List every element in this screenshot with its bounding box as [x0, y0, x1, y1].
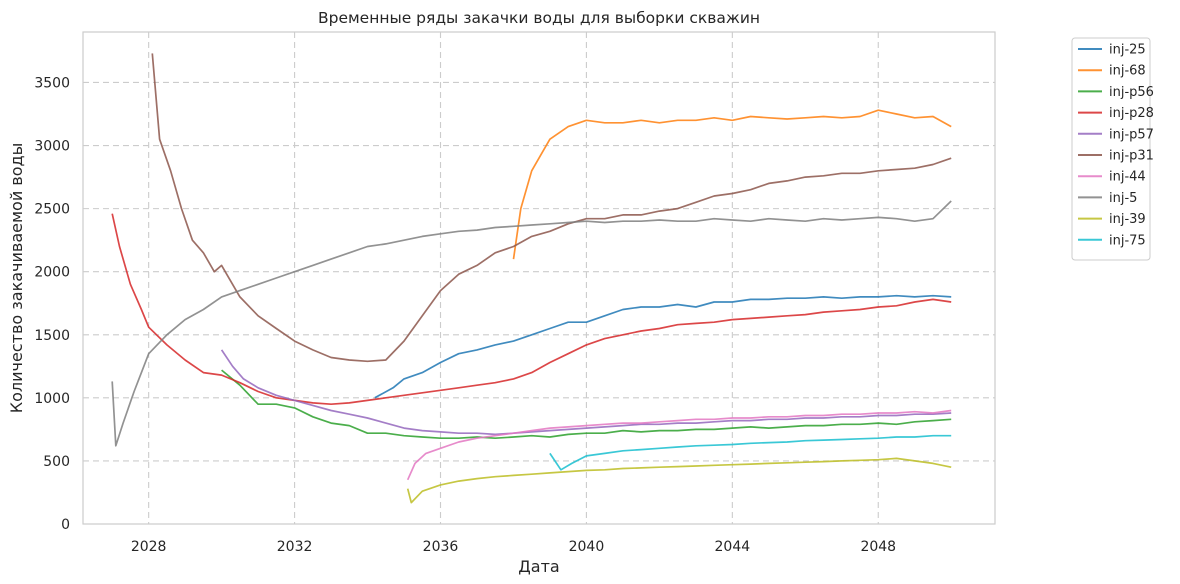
x-tick-label: 2036 [423, 539, 459, 555]
series-line-inj-75 [549, 434, 952, 471]
legend-label-inj-p31: inj-p31 [1109, 149, 1154, 164]
y-tick-label: 3500 [34, 75, 70, 91]
series-line-inj-p28 [111, 213, 952, 406]
x-tick-label: 2040 [569, 539, 605, 555]
chart-title: Временные ряды закачки воды для выборки … [318, 9, 760, 27]
series-line-inj-68 [512, 109, 952, 260]
y-axis-label: Количество закачиваемой воды [7, 143, 26, 413]
legend-label-inj-p28: inj-p28 [1109, 106, 1154, 121]
x-tick-label: 2044 [715, 539, 751, 555]
series-line-inj-5 [111, 200, 952, 447]
series-line-inj-25 [374, 294, 952, 399]
legend-label-inj-25: inj-25 [1109, 43, 1146, 58]
legend-label-inj-44: inj-44 [1109, 170, 1146, 185]
series-line-inj-p57 [220, 349, 952, 436]
legend-label-inj-p56: inj-p56 [1109, 85, 1154, 100]
y-tick-label: 500 [43, 454, 70, 470]
legend-label-inj-p57: inj-p57 [1109, 127, 1154, 142]
y-tick-label: 1500 [34, 328, 70, 344]
x-axis-label: Дата [518, 557, 559, 576]
plot-frame [82, 31, 996, 525]
y-tick-label: 1000 [34, 391, 70, 407]
x-tick-label: 2032 [277, 539, 313, 555]
series-line-inj-39 [406, 457, 952, 504]
y-tick-label: 2500 [34, 202, 70, 218]
series-line-inj-p31 [151, 53, 952, 363]
x-tick-label: 2028 [131, 539, 167, 555]
y-tick-label: 3000 [34, 139, 70, 155]
legend: inj-25 inj-68 inj-p56 inj-p28 inj-p57 inj-p31… [1071, 37, 1154, 261]
series-line-inj-44 [406, 409, 952, 481]
x-tick-label: 2048 [860, 539, 896, 555]
legend-box [1071, 37, 1151, 261]
legend-label-inj-5: inj-5 [1109, 191, 1137, 206]
legend-label-inj-39: inj-39 [1109, 212, 1146, 227]
legend-label-inj-68: inj-68 [1109, 64, 1146, 79]
y-tick-label: 2000 [34, 265, 70, 281]
legend-label-inj-75: inj-75 [1109, 233, 1146, 248]
y-tick-label: 0 [61, 517, 70, 533]
series-line-inj-p56 [221, 369, 952, 440]
